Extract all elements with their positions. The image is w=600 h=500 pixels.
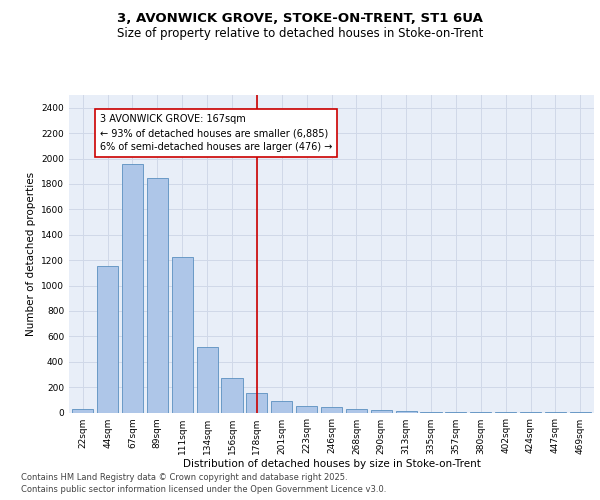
Bar [97, 266, 118, 412]
Y-axis label: Number of detached properties: Number of detached properties [26, 172, 35, 336]
Bar [395, 411, 417, 412]
Bar [371, 410, 392, 412]
Bar [197, 347, 218, 412]
Bar [172, 257, 193, 412]
Bar [122, 164, 143, 412]
Bar [321, 407, 342, 412]
Bar [147, 178, 168, 412]
Bar [346, 410, 367, 412]
Text: 3, AVONWICK GROVE, STOKE-ON-TRENT, ST1 6UA: 3, AVONWICK GROVE, STOKE-ON-TRENT, ST1 6… [117, 12, 483, 26]
Text: 3 AVONWICK GROVE: 167sqm
← 93% of detached houses are smaller (6,885)
6% of semi: 3 AVONWICK GROVE: 167sqm ← 93% of detach… [100, 114, 332, 152]
Bar [271, 401, 292, 412]
X-axis label: Distribution of detached houses by size in Stoke-on-Trent: Distribution of detached houses by size … [182, 460, 481, 469]
Text: Size of property relative to detached houses in Stoke-on-Trent: Size of property relative to detached ho… [117, 28, 483, 40]
Bar [72, 408, 93, 412]
Bar [221, 378, 242, 412]
Text: Contains HM Land Registry data © Crown copyright and database right 2025.: Contains HM Land Registry data © Crown c… [21, 472, 347, 482]
Text: Contains public sector information licensed under the Open Government Licence v3: Contains public sector information licen… [21, 485, 386, 494]
Bar [296, 406, 317, 412]
Bar [246, 393, 268, 412]
